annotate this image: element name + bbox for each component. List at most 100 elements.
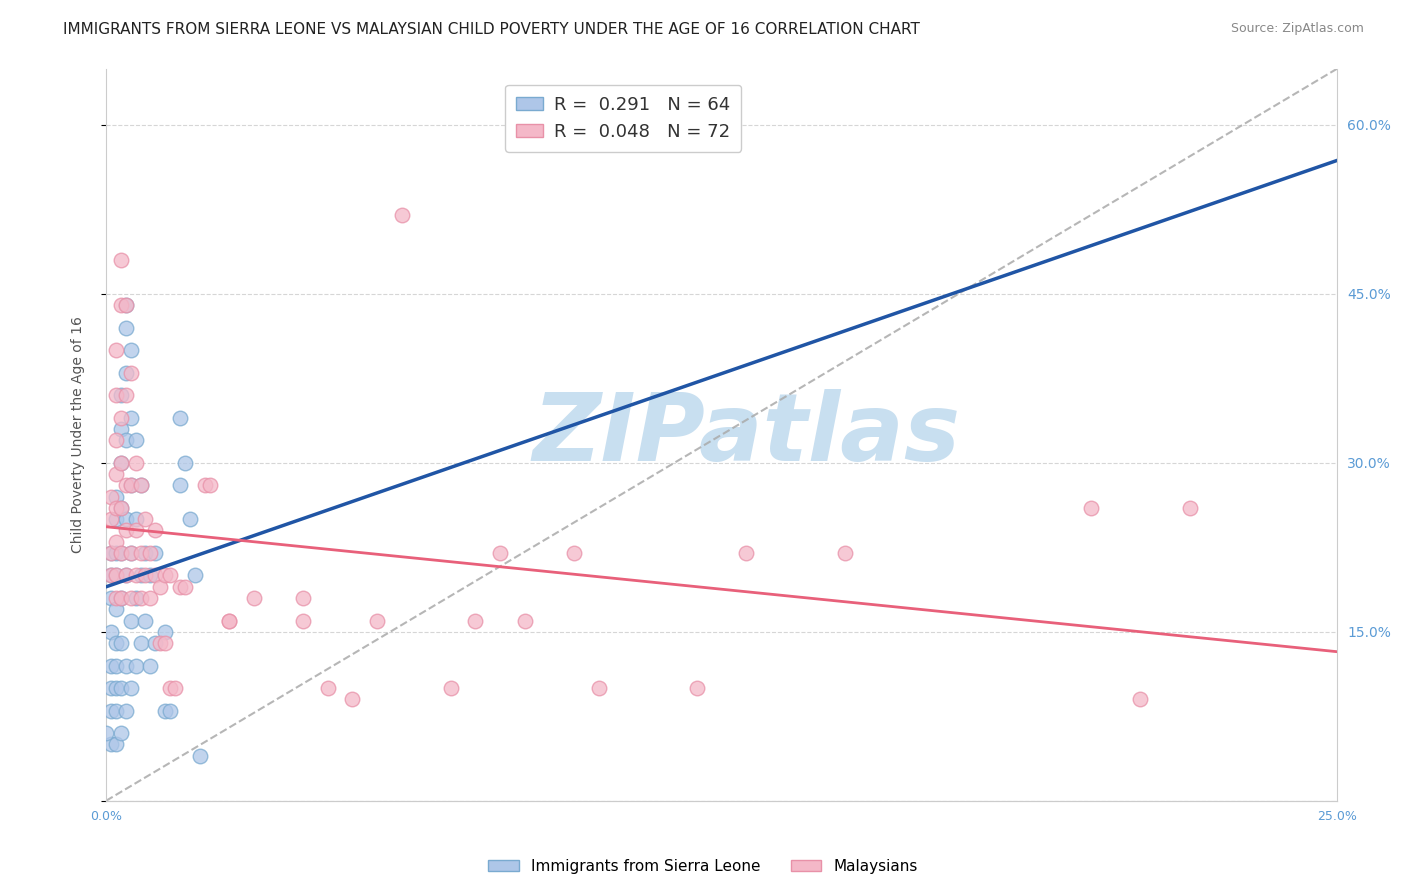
Point	[110, 681, 132, 695]
Point	[1129, 692, 1152, 706]
Point	[100, 624, 122, 639]
Point	[129, 636, 152, 650]
Point	[124, 568, 146, 582]
Point	[114, 320, 136, 334]
Point	[100, 738, 122, 752]
Point	[110, 636, 132, 650]
Point	[100, 490, 122, 504]
Point	[94, 726, 117, 740]
Point	[110, 500, 132, 515]
Point	[129, 568, 152, 582]
Point	[159, 568, 181, 582]
Point	[114, 568, 136, 582]
Point	[114, 704, 136, 718]
Point	[129, 546, 152, 560]
Point	[104, 467, 127, 481]
Point	[114, 434, 136, 448]
Point	[143, 524, 166, 538]
Point	[139, 546, 162, 560]
Point	[114, 388, 136, 402]
Point	[124, 591, 146, 605]
Point	[218, 614, 240, 628]
Point	[366, 614, 388, 628]
Point	[134, 568, 156, 582]
Point	[153, 704, 176, 718]
Point	[735, 546, 758, 560]
Point	[114, 298, 136, 312]
Point	[120, 681, 142, 695]
Point	[179, 512, 201, 526]
Point	[110, 410, 132, 425]
Point	[188, 748, 211, 763]
Point	[100, 568, 122, 582]
Point	[129, 478, 152, 492]
Point	[163, 681, 186, 695]
Point	[124, 456, 146, 470]
Point	[686, 681, 709, 695]
Point	[114, 568, 136, 582]
Point	[292, 591, 315, 605]
Point	[134, 512, 156, 526]
Point	[120, 366, 142, 380]
Point	[100, 546, 122, 560]
Point	[129, 478, 152, 492]
Point	[104, 490, 127, 504]
Point	[143, 636, 166, 650]
Point	[159, 704, 181, 718]
Point	[110, 422, 132, 436]
Point	[104, 512, 127, 526]
Point	[104, 534, 127, 549]
Point	[173, 456, 195, 470]
Point	[218, 614, 240, 628]
Point	[110, 456, 132, 470]
Point	[120, 546, 142, 560]
Text: Source: ZipAtlas.com: Source: ZipAtlas.com	[1230, 22, 1364, 36]
Point	[342, 692, 364, 706]
Point	[104, 704, 127, 718]
Point	[114, 658, 136, 673]
Point	[124, 512, 146, 526]
Point	[100, 512, 122, 526]
Point	[292, 614, 315, 628]
Point	[169, 410, 191, 425]
Point	[120, 614, 142, 628]
Point	[110, 591, 132, 605]
Point	[104, 388, 127, 402]
Point	[124, 658, 146, 673]
Point	[110, 591, 132, 605]
Point	[588, 681, 610, 695]
Point	[1080, 500, 1102, 515]
Point	[153, 636, 176, 650]
Point	[100, 591, 122, 605]
Point	[104, 658, 127, 673]
Point	[562, 546, 585, 560]
Point	[110, 388, 132, 402]
Point	[114, 366, 136, 380]
Point	[100, 704, 122, 718]
Point	[134, 546, 156, 560]
Point	[198, 478, 221, 492]
Point	[139, 658, 162, 673]
Point	[194, 478, 217, 492]
Point	[120, 546, 142, 560]
Point	[243, 591, 266, 605]
Point	[143, 546, 166, 560]
Point	[120, 343, 142, 358]
Point	[143, 568, 166, 582]
Point	[834, 546, 856, 560]
Point	[489, 546, 512, 560]
Point	[104, 500, 127, 515]
Text: IMMIGRANTS FROM SIERRA LEONE VS MALAYSIAN CHILD POVERTY UNDER THE AGE OF 16 CORR: IMMIGRANTS FROM SIERRA LEONE VS MALAYSIA…	[63, 22, 920, 37]
Point	[110, 546, 132, 560]
Point	[100, 658, 122, 673]
Legend: R =  0.291   N = 64, R =  0.048   N = 72: R = 0.291 N = 64, R = 0.048 N = 72	[505, 85, 741, 152]
Point	[110, 500, 132, 515]
Point	[120, 478, 142, 492]
Point	[120, 410, 142, 425]
Point	[110, 253, 132, 268]
Point	[169, 580, 191, 594]
Point	[114, 298, 136, 312]
Point	[104, 591, 127, 605]
Point	[159, 681, 181, 695]
Point	[153, 624, 176, 639]
